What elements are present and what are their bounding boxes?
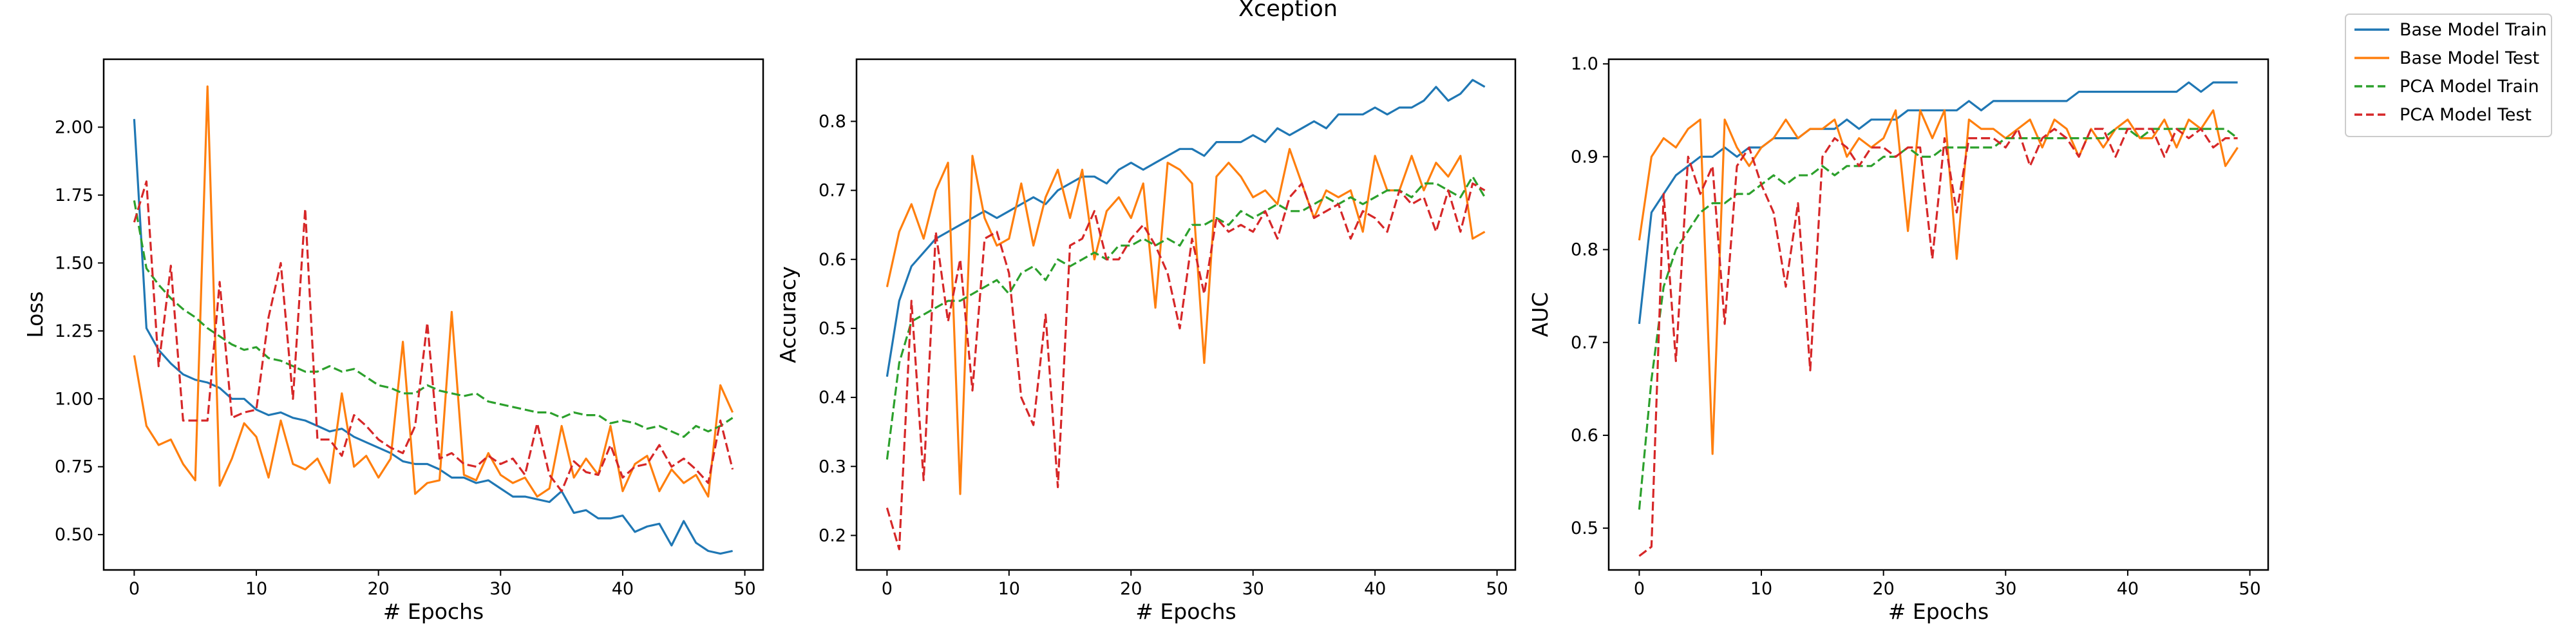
y-tick-label: 0.50 xyxy=(55,525,93,545)
series-line-pca-model-test xyxy=(133,180,734,493)
x-tick-label: 20 xyxy=(367,579,389,599)
x-tick-label: 50 xyxy=(734,579,755,599)
y-tick-label: 1.50 xyxy=(55,253,93,273)
subplot-loss: 0 10 20 30 40 50 0.50 0.75 1.00 1.25 1.50 1.75 2.00 #… xyxy=(23,58,764,624)
x-tick-label: 50 xyxy=(1486,579,1508,599)
series-line-base-model-test xyxy=(133,85,734,498)
subplot-accuracy: 0 10 20 30 40 50 0.2 0.3 0.4 0.5 0.6 0.7 0.8 # Epochs… xyxy=(775,58,1517,624)
legend-label: Base Model Train xyxy=(2400,20,2547,40)
series-line-pca-model-test xyxy=(886,182,1486,551)
y-tick-label: 0.75 xyxy=(55,457,93,477)
x-tick-label: 20 xyxy=(1872,579,1894,599)
y-tick-label: 0.2 xyxy=(819,526,846,545)
series-line-base-model-train xyxy=(886,79,1486,377)
y-tick-label: 1.00 xyxy=(55,389,93,409)
x-tick-label: 50 xyxy=(2239,579,2260,599)
y-tick-label: 0.8 xyxy=(1571,240,1598,260)
plot-frame xyxy=(1607,58,2269,571)
y-tick-label: 0.6 xyxy=(1571,426,1598,446)
x-tick-label: 0 xyxy=(882,579,893,599)
y-tick-label: 1.0 xyxy=(1571,54,1598,74)
x-tick-label: 30 xyxy=(1994,579,2016,599)
y-tick-label: 0.5 xyxy=(819,319,846,339)
plot-frame xyxy=(855,58,1517,571)
series-line-pca-model-train xyxy=(1638,128,2239,510)
x-tick-label: 10 xyxy=(245,579,267,599)
legend-box xyxy=(2345,14,2552,137)
x-tick-label: 40 xyxy=(612,579,634,599)
x-tick-label: 40 xyxy=(2117,579,2139,599)
x-axis-label: # Epochs xyxy=(1888,599,1989,624)
subplots: 0 10 20 30 40 500.500.751.001.251.501.752.00#… xyxy=(23,54,2269,624)
figure-title: Xception xyxy=(1238,0,1338,22)
legend-label: PCA Model Train xyxy=(2400,77,2539,97)
y-tick-label: 0.5 xyxy=(1571,518,1598,538)
y-tick-label: 0.8 xyxy=(819,111,846,131)
y-tick-label: 2.00 xyxy=(55,117,93,137)
y-tick-label: 0.3 xyxy=(819,457,846,477)
legend-label: PCA Model Test xyxy=(2400,105,2532,125)
x-tick-label: 10 xyxy=(1750,579,1772,599)
y-tick-label: 0.6 xyxy=(819,250,846,270)
x-tick-label: 30 xyxy=(1242,579,1264,599)
x-axis-label: # Epochs xyxy=(383,599,484,624)
series-line-base-model-test xyxy=(886,147,1486,495)
x-tick-label: 0 xyxy=(1634,579,1645,599)
series-line-pca-model-train xyxy=(133,200,734,438)
series-line-pca-model-test xyxy=(1638,128,2238,557)
x-tick-label: 10 xyxy=(998,579,1020,599)
series-line-base-model-train xyxy=(133,118,733,555)
y-axis-label: AUC xyxy=(1528,292,1553,337)
y-tick-label: 0.4 xyxy=(819,388,846,408)
x-tick-label: 40 xyxy=(1364,579,1386,599)
y-tick-label: 0.9 xyxy=(1571,147,1598,167)
legend: Base Model Train Base Model Test PCA Model… xyxy=(2345,14,2552,137)
y-tick-label: 0.7 xyxy=(1571,333,1598,353)
plot-frame xyxy=(102,58,764,571)
y-axis-label: Loss xyxy=(23,291,48,337)
series-line-pca-model-train xyxy=(886,175,1486,460)
x-axis-label: # Epochs xyxy=(1135,599,1236,624)
series-line-base-model-test xyxy=(1638,109,2239,455)
y-tick-label: 0.7 xyxy=(819,181,846,201)
x-tick-label: 20 xyxy=(1120,579,1142,599)
x-tick-label: 30 xyxy=(489,579,511,599)
legend-label: Base Model Test xyxy=(2400,48,2539,68)
y-axis-label: Accuracy xyxy=(775,266,800,363)
y-tick-label: 1.25 xyxy=(55,321,93,341)
x-tick-label: 0 xyxy=(129,579,140,599)
subplot-auc: 0 10 20 30 40 50 0.5 0.6 0.7 0.8 0.9 1.0 # Epochs AUC xyxy=(1528,54,2269,624)
series-line-base-model-train xyxy=(1638,81,2238,325)
y-tick-label: 1.75 xyxy=(55,185,93,205)
